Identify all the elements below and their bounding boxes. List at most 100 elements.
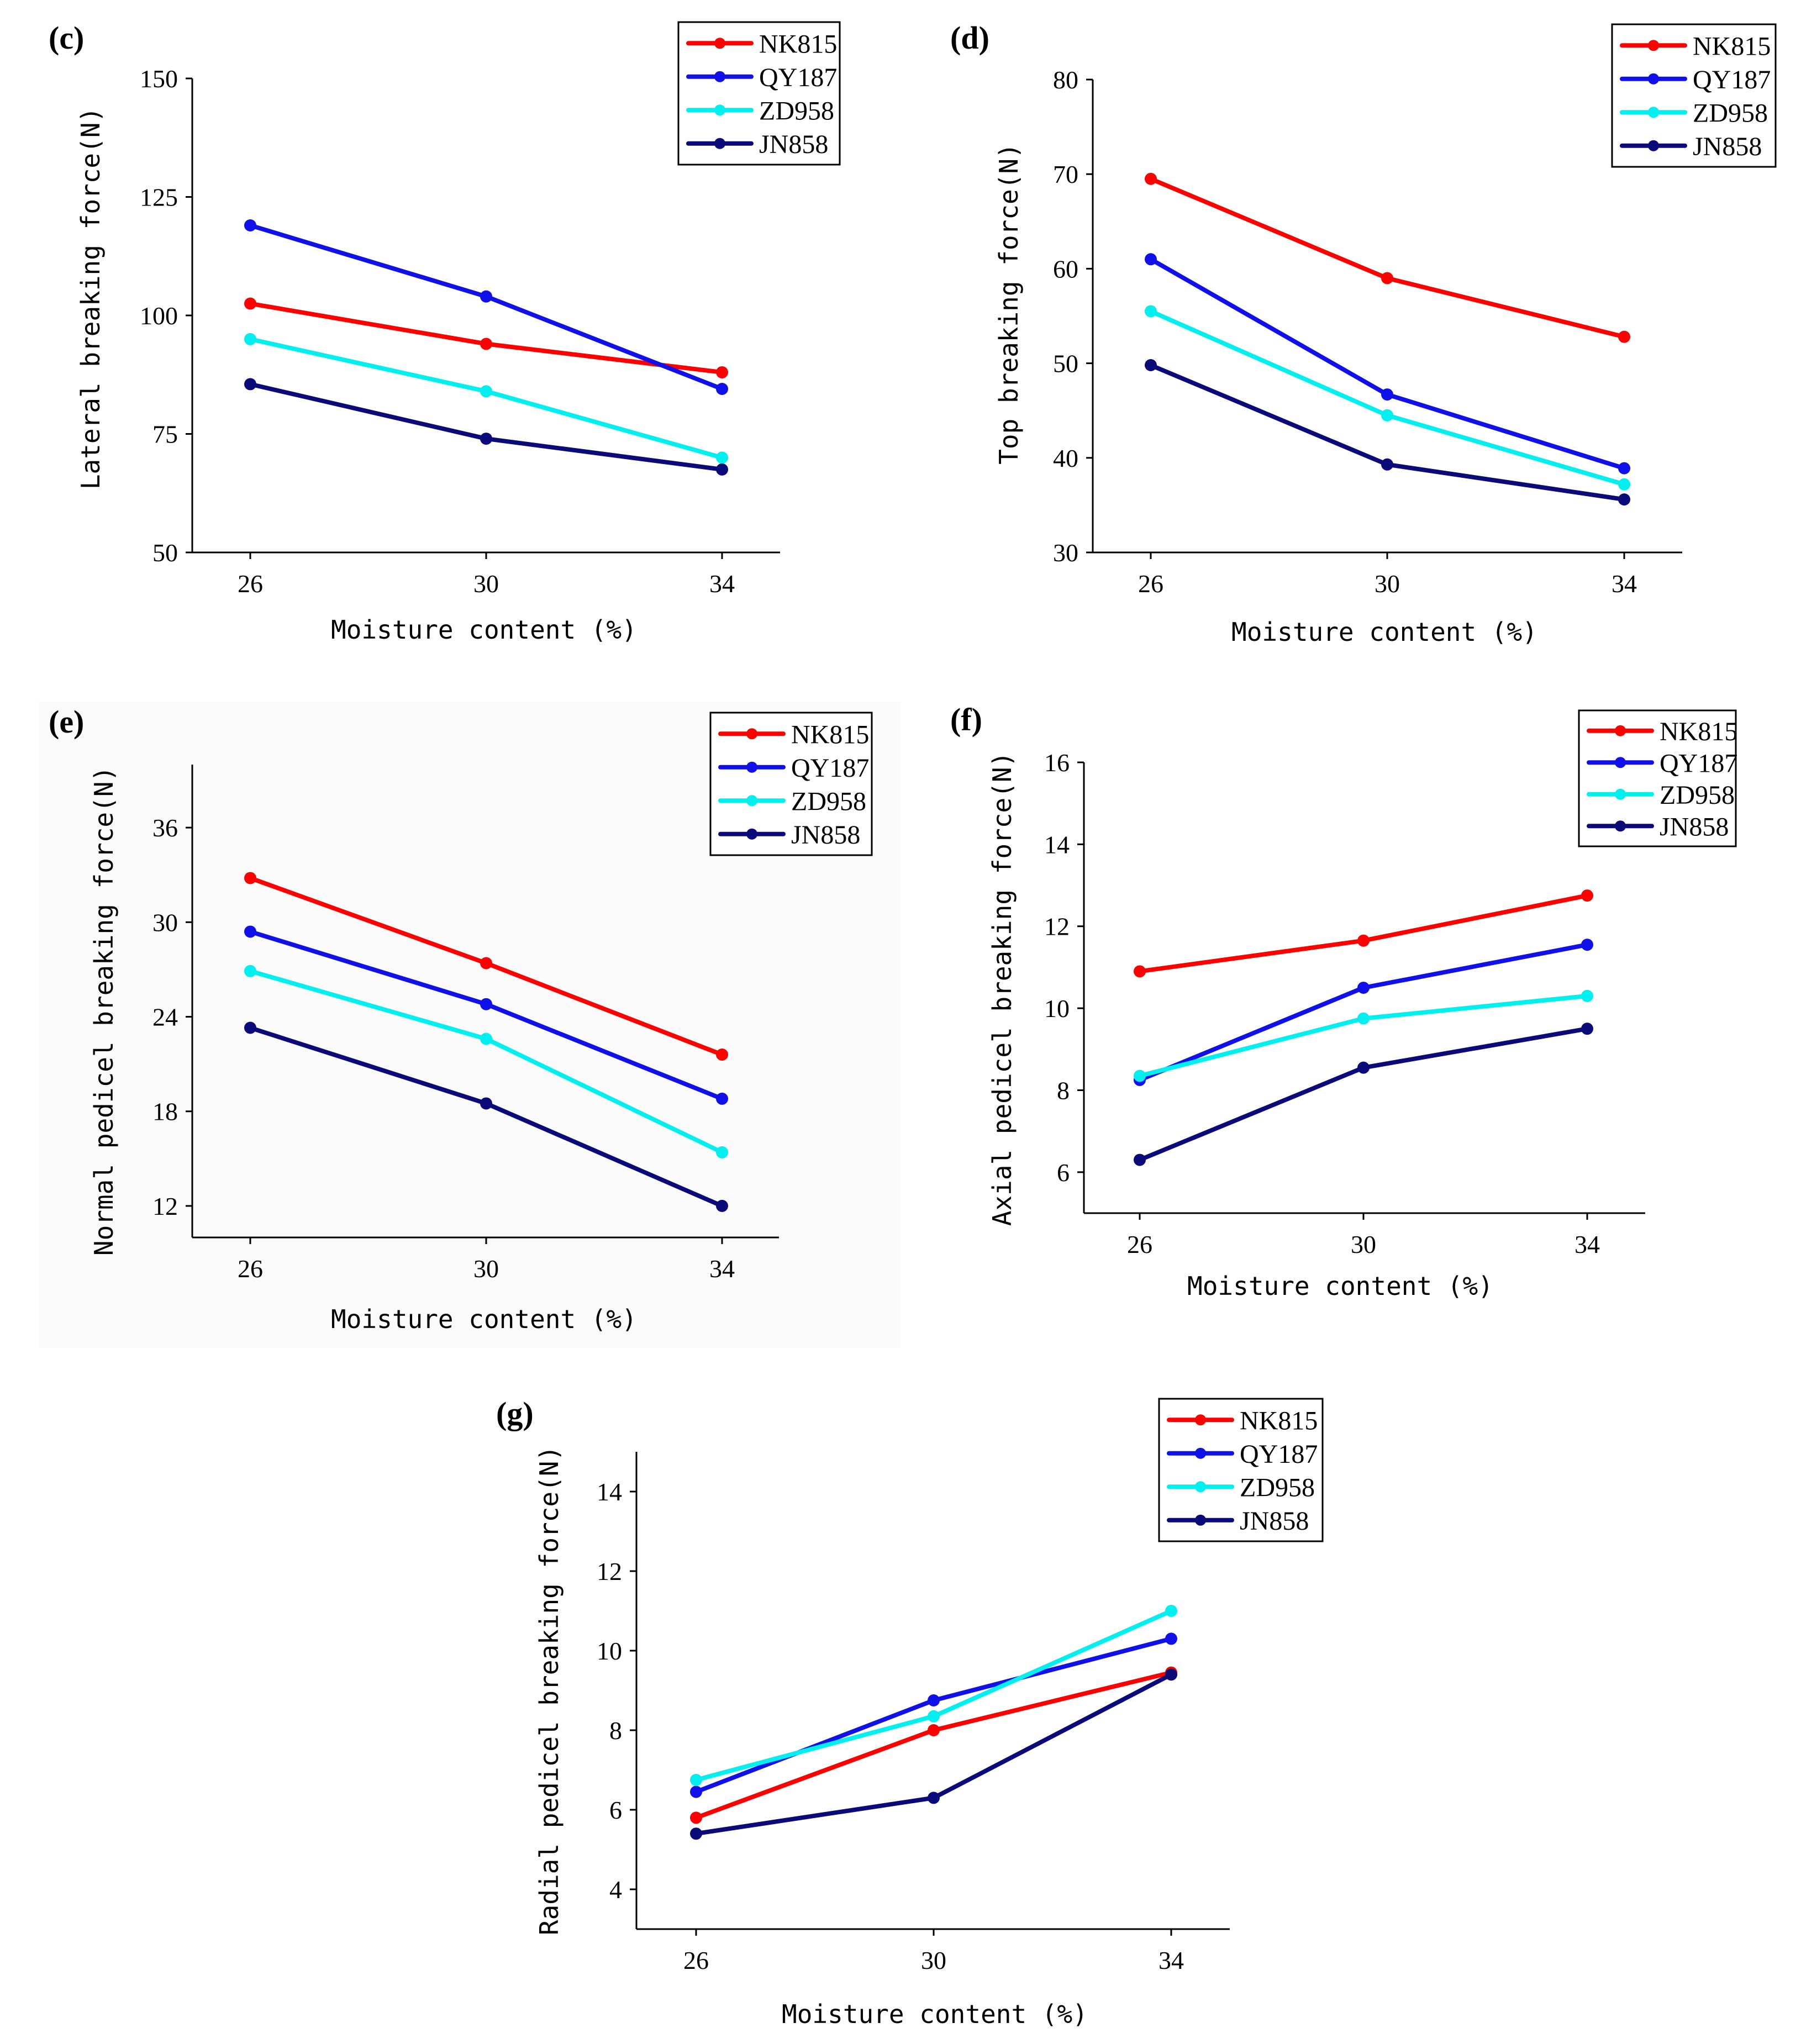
legend-label: NK815	[1660, 717, 1737, 746]
y-axis-title: Axial pedicel breaking force(N)	[987, 752, 1017, 1226]
y-tick-label: 14	[597, 1478, 622, 1506]
data-point-jn858	[1581, 1023, 1593, 1035]
legend-label: JN858	[791, 820, 860, 850]
legend-swatch-marker	[746, 728, 757, 740]
legend-swatch-marker	[1648, 140, 1659, 151]
data-point-jn858	[690, 1827, 702, 1840]
legend-box	[1611, 23, 1777, 168]
data-point-jn858	[480, 433, 492, 445]
legend-label: ZD958	[1240, 1473, 1315, 1502]
x-tick-label: 34	[1158, 1946, 1184, 1974]
y-axis-title: Normal pedicel breaking force(N)	[89, 766, 119, 1256]
x-axis-title: Moisture content (%)	[331, 1304, 637, 1334]
x-tick-label: 26	[1127, 1230, 1152, 1258]
x-tick-label: 34	[1574, 1230, 1600, 1258]
series-line-nk815	[1138, 893, 1589, 974]
y-tick-label: 40	[1053, 444, 1078, 472]
data-point-jn858	[1134, 1153, 1146, 1166]
data-point-zd958	[1145, 305, 1157, 318]
legend-swatch-marker	[1648, 40, 1659, 51]
data-point-nk815	[928, 1724, 940, 1736]
x-tick-label: 26	[1138, 570, 1163, 598]
data-point-zd958	[1381, 409, 1393, 422]
y-tick-label: 24	[152, 1003, 178, 1031]
y-tick-label: 12	[1044, 913, 1070, 941]
data-point-nk815	[1357, 934, 1370, 947]
data-point-zd958	[716, 1146, 728, 1158]
data-point-qy187	[1581, 939, 1593, 951]
legend-swatch-marker	[1195, 1447, 1206, 1459]
panel-label: (g)	[496, 1395, 534, 1431]
legend-label: JN858	[1693, 132, 1762, 161]
legend-swatch-marker	[746, 828, 757, 840]
legend-label: JN858	[1660, 812, 1729, 841]
legend-label: ZD958	[759, 96, 834, 125]
data-point-nk815	[1145, 172, 1157, 185]
y-tick-label: 16	[1044, 749, 1070, 777]
y-tick-label: 6	[1057, 1158, 1070, 1187]
data-point-jn858	[1357, 1061, 1370, 1074]
data-point-jn858	[1145, 359, 1157, 372]
data-point-nk815	[1381, 272, 1393, 285]
legend-box	[1578, 709, 1737, 847]
x-tick-label: 26	[238, 570, 263, 598]
series-line-qy187	[1149, 257, 1626, 471]
legend-label: NK815	[1240, 1406, 1318, 1435]
data-point-nk815	[716, 366, 728, 378]
data-point-qy187	[716, 1092, 728, 1105]
y-tick-label: 4	[609, 1876, 622, 1904]
y-tick-label: 50	[1053, 350, 1078, 378]
panel-f: (f) Axial pedicel breaking force(N) Mois…	[950, 702, 1737, 1301]
panel-label: (f)	[950, 702, 982, 737]
data-point-nk815	[244, 297, 256, 310]
data-point-zd958	[1357, 1012, 1370, 1025]
y-tick-label: 6	[609, 1796, 622, 1824]
legend-swatch-marker	[714, 71, 725, 82]
y-tick-label: 100	[140, 302, 178, 330]
y-tick-label: 150	[140, 65, 178, 93]
legend-label: ZD958	[1660, 781, 1735, 810]
panel-label: (e)	[49, 704, 84, 740]
data-point-zd958	[1618, 478, 1630, 491]
x-axis-title: Moisture content (%)	[1187, 1271, 1493, 1301]
data-point-nk815	[480, 957, 492, 970]
legend-label: JN858	[759, 130, 828, 159]
data-point-nk815	[480, 338, 492, 350]
data-point-zd958	[480, 1032, 492, 1045]
data-point-qy187	[1381, 388, 1393, 401]
x-axis-title: Moisture content (%)	[331, 615, 637, 645]
data-point-nk815	[1134, 965, 1146, 978]
x-tick-label: 26	[238, 1255, 263, 1283]
x-axis-title: Moisture content (%)	[1231, 617, 1537, 647]
data-point-zd958	[690, 1774, 702, 1786]
data-point-qy187	[244, 925, 256, 938]
x-tick-label: 34	[1612, 570, 1637, 598]
data-point-jn858	[1381, 458, 1393, 471]
y-tick-label: 8	[609, 1716, 622, 1745]
y-tick-label: 30	[1053, 539, 1078, 567]
data-point-jn858	[716, 463, 728, 476]
legend-swatch-marker	[1195, 1414, 1206, 1426]
data-point-qy187	[716, 382, 728, 395]
y-tick-label: 75	[152, 420, 178, 449]
y-axis-title: Radial pedicel breaking force(N)	[534, 1446, 564, 1935]
legend-swatch-marker	[1648, 73, 1659, 85]
legend-swatch-marker	[714, 38, 725, 49]
panel-c: (c) Lateral breaking force(N) Moisture c…	[49, 20, 841, 645]
legend-swatch-marker	[1648, 107, 1659, 118]
data-point-zd958	[928, 1710, 940, 1722]
data-point-nk815	[690, 1811, 702, 1824]
panel-label: (d)	[950, 20, 989, 56]
legend-label: ZD958	[791, 787, 866, 816]
y-tick-label: 14	[1044, 830, 1070, 858]
data-point-zd958	[244, 333, 256, 345]
data-point-jn858	[480, 1097, 492, 1110]
y-tick-label: 36	[152, 814, 178, 842]
x-tick-label: 30	[1375, 570, 1400, 598]
y-tick-label: 50	[152, 539, 178, 567]
legend-label: JN858	[1240, 1506, 1309, 1536]
